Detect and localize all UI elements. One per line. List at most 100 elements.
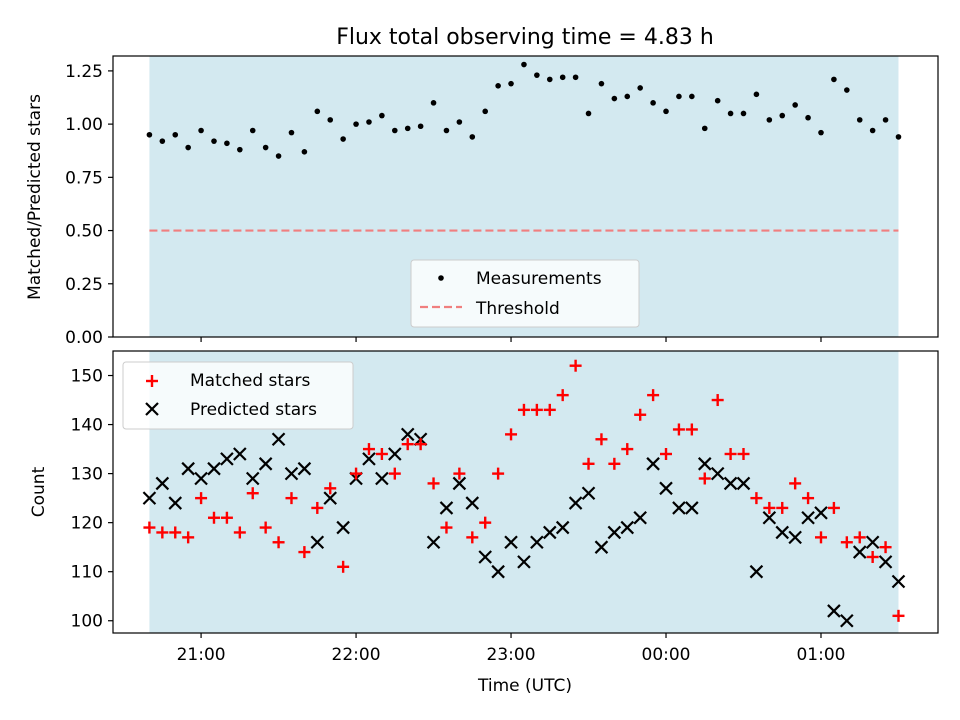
top-y-axis-label: Matched/Predicted stars (25, 94, 45, 300)
predicted-point (491, 564, 505, 579)
predicted-point (465, 496, 480, 510)
matched-point (892, 609, 905, 622)
matched-point (556, 389, 569, 402)
predicted-point (646, 457, 660, 471)
measurement-point (689, 93, 695, 100)
matched-point (246, 487, 259, 500)
predicted-point (814, 506, 828, 520)
matched-point (492, 467, 505, 480)
measurement-point (714, 97, 721, 104)
matched-point (324, 482, 337, 495)
measurements-series (146, 61, 902, 159)
matched-point (375, 447, 388, 460)
predicted-point (672, 501, 686, 515)
matched-point (169, 526, 182, 539)
measurement-point (882, 117, 889, 123)
predicted-point (181, 461, 195, 476)
matched-point (698, 472, 711, 485)
measurement-point (869, 127, 876, 134)
matched-point (763, 501, 776, 514)
matched-point (724, 447, 737, 460)
matched-point (608, 457, 621, 470)
predicted-point (336, 520, 350, 535)
top-panel: 0.00 0.25 0.50 0.75 1.00 1.25 Matched/Predict… (25, 55, 939, 348)
bottom-series (142, 359, 906, 628)
measurement-point (262, 144, 269, 151)
measurement-point (482, 108, 489, 115)
matched-point (453, 467, 466, 480)
measurement-point (818, 129, 824, 136)
measurement-point (534, 72, 540, 78)
measurement-point (598, 80, 605, 87)
measurement-point (521, 61, 527, 68)
x-axis-label: Time (UTC) (477, 676, 572, 696)
predicted-point (543, 525, 557, 540)
predicted-point (400, 427, 415, 442)
measurement-point (159, 138, 166, 144)
measurement-point (379, 112, 385, 119)
matched-point (711, 394, 724, 407)
x-tick-label: 22:00 (332, 645, 381, 665)
predicted-point (233, 447, 247, 461)
legend-measurements-marker (438, 275, 444, 281)
y-tick-label: 150 (71, 367, 103, 387)
y-tick-label: 130 (71, 465, 103, 485)
measurement-point (185, 144, 191, 151)
matched-point (840, 536, 853, 549)
measurement-point (663, 108, 669, 115)
legend-matched-marker (146, 375, 158, 387)
measurement-point (624, 93, 631, 100)
matched-point (621, 443, 634, 456)
matched-point (272, 536, 285, 549)
bottom-y-axis: 100 110 120 130 140 150 (71, 367, 113, 632)
matched-point (298, 546, 311, 559)
matched-point (220, 511, 233, 524)
matched-point (207, 511, 220, 524)
measurement-point (224, 140, 230, 147)
predicted-point (439, 501, 454, 515)
matched-point (866, 550, 879, 563)
predicted-point (258, 457, 273, 471)
matched-point (853, 531, 866, 544)
measurement-point (831, 76, 837, 83)
matched-point (879, 541, 892, 554)
matched-point (647, 389, 660, 402)
measurement-point (844, 87, 850, 93)
matched-point (582, 457, 595, 470)
predicted-point (284, 466, 299, 481)
predicted-point (426, 535, 441, 550)
measurement-point (676, 93, 682, 100)
predicted-point (194, 471, 208, 486)
matched-point (660, 447, 673, 460)
predicted-point (452, 476, 467, 491)
predicted-point (749, 564, 764, 579)
measurement-point (288, 129, 295, 136)
measurement-point (637, 85, 643, 91)
predicted-point (142, 491, 157, 505)
predicted-point (297, 461, 312, 476)
y-tick-label: 0.75 (65, 168, 103, 188)
measurement-point (366, 119, 372, 125)
top-axes-frame (112, 55, 939, 338)
matched-point (143, 521, 156, 534)
chart-title: Flux total observing time = 4.83 h (336, 25, 714, 50)
measurement-point (172, 131, 179, 138)
predicted-point (685, 501, 699, 515)
measurement-point (456, 119, 463, 125)
measurement-point (211, 138, 217, 144)
predicted-point (517, 555, 531, 569)
matched-point (802, 492, 815, 505)
predicted-point (530, 535, 544, 550)
bottom-y-axis-label: Count (29, 466, 49, 517)
predicted-point (827, 604, 841, 618)
measurement-point (650, 100, 656, 106)
matched-point (776, 501, 789, 514)
matched-point (737, 447, 750, 460)
matched-point (388, 467, 401, 480)
legend-matched-label: Matched stars (190, 371, 310, 391)
x-tick-label: 00:00 (642, 645, 691, 665)
predicted-point (697, 457, 712, 471)
x-tick-label: 01:00 (796, 645, 845, 665)
bottom-legend-box (122, 361, 354, 430)
